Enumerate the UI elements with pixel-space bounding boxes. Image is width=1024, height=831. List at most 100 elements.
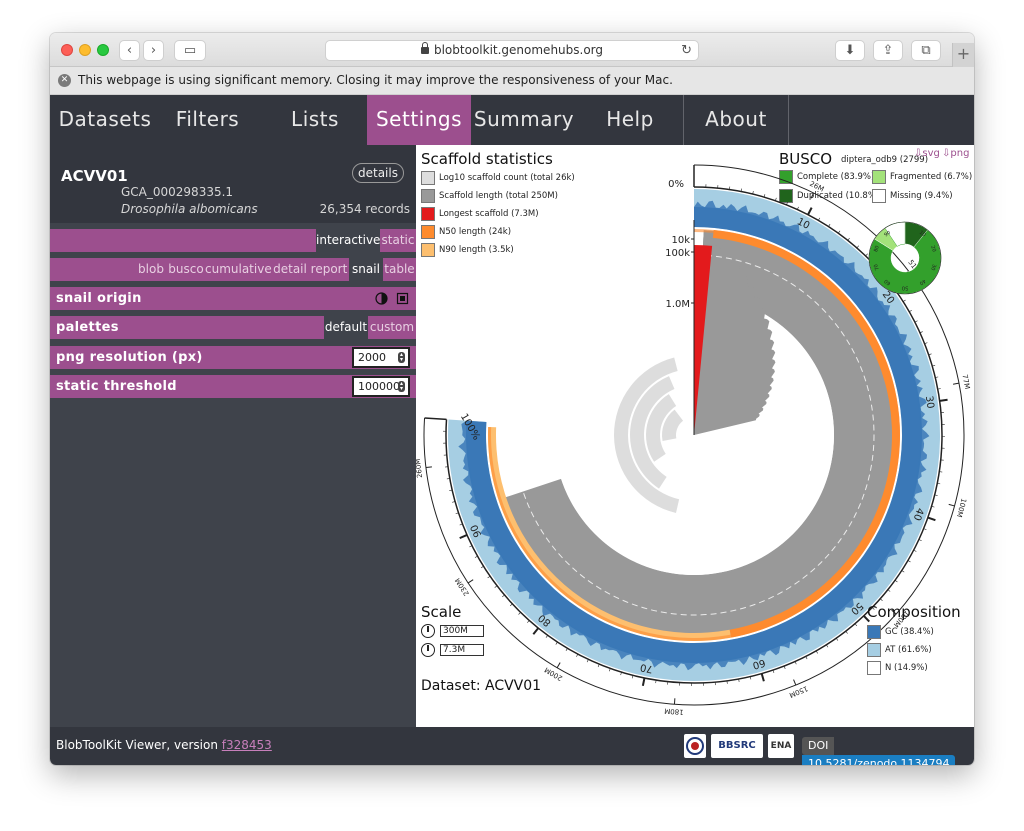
busco-tick-label: 20 [929,245,937,253]
percent-minor-tick [826,644,829,648]
png-resolution-input[interactable]: 2000 ▴ ▾ [352,347,410,368]
busco-tick-label: 60 [883,278,892,287]
university-crest-icon[interactable] [684,734,706,758]
plot-type-report[interactable]: report [310,262,348,276]
percent-minor-tick [527,620,530,623]
plot-type-table[interactable]: table [384,262,415,276]
percent-minor-tick [807,211,810,215]
percent-minor-tick [487,575,491,579]
nav-help[interactable]: Help [606,107,654,131]
percent-minor-tick [934,494,938,496]
percent-minor-tick [937,388,941,390]
nav-lists[interactable]: Lists [291,107,339,131]
nav-filters[interactable]: Filters [175,107,240,131]
percent-minor-tick [786,201,788,205]
square-origin-icon[interactable] [396,292,409,305]
percent-minor-tick [909,309,912,312]
share-icon[interactable]: ⇪ [873,40,903,61]
doi-key: DOI [802,737,835,755]
minimize-window-button[interactable] [79,44,91,56]
settings-sidebar: ACVV01 details GCA_000298335.1 Drosophil… [50,145,416,727]
scaffold-legend-label: Longest scaffold (7.3M) [439,209,539,219]
close-banner-icon[interactable]: ✕ [58,74,71,87]
tabs-icon[interactable]: ⧉ [911,40,941,61]
nav-summary[interactable]: Summary [473,107,575,131]
reload-icon[interactable]: ↻ [681,43,692,58]
percent-minor-tick [928,353,932,356]
scale-longest-box: 7.3M [440,644,484,656]
percent-tick-label: 30 [923,395,936,409]
palette-custom[interactable]: custom [369,320,415,334]
static-threshold-value: 100000 [358,380,400,393]
contrast-icon[interactable] [375,292,388,305]
plot-type-cumulative[interactable]: cumulative [205,262,272,276]
forward-icon[interactable]: › [143,40,164,61]
sidebar-toggle-icon[interactable]: ▭ [174,40,206,61]
footer: BlobToolKit Viewer, version f328453 BBSR… [50,727,974,765]
percent-minor-tick [918,539,922,541]
address-bar[interactable]: blobtoolkit.genomehubs.org ↻ [325,40,699,61]
busco-lineage: diptera_odb9 (2799) [841,155,929,165]
version-link[interactable]: f328453 [221,738,272,752]
scaffold-legend-label: N90 length (3.5k) [439,245,514,255]
view-mode-static[interactable]: static [381,233,415,247]
length-tick [810,192,815,199]
view-mode-interactive[interactable]: interactive [316,229,380,252]
export-png-link[interactable]: ⇩png [942,148,970,159]
plot-type-snail[interactable]: snail [349,258,383,281]
new-tab-icon[interactable]: + [952,43,974,67]
details-button[interactable]: details [352,163,404,183]
length-tick [793,679,797,686]
doi-badge[interactable]: DOI10.5281/zenodo.1134794 [802,737,974,765]
scaffold-stats-title: Scaffold statistics [421,150,553,168]
palette-default[interactable]: default [324,316,368,339]
percent-minor-tick [752,191,754,195]
radial-tick-label: 100k [665,248,690,259]
percent-minor-tick [464,534,468,537]
zoom-window-button[interactable] [97,44,109,56]
scaffold-count-spiral [614,357,680,513]
stepper-icon[interactable]: ▴ ▾ [398,380,405,392]
main-nav: Datasets Filters Lists Settings Summary … [50,95,974,145]
plot-type-detail[interactable]: detail [273,262,307,276]
nav-settings[interactable]: Settings [367,95,471,145]
back-icon[interactable]: ‹ [119,40,140,61]
bbsrc-logo[interactable]: BBSRC [711,734,763,758]
stepper-icon[interactable]: ▴ ▾ [398,351,405,363]
ena-logo[interactable]: ENA [768,734,794,758]
busco-tick-label: 10 [918,230,927,239]
static-threshold-input[interactable]: 100000 ▴ ▾ [352,376,410,397]
plot-type-row: blob busco cumulative detail report snai… [50,258,416,281]
nav-datasets[interactable]: Datasets [58,107,152,131]
length-tick [948,503,955,507]
nav-about[interactable]: About [705,107,767,131]
plot-type-blob[interactable]: blob [138,262,164,276]
dataset-label: Dataset: ACVV01 [421,678,542,694]
download-icon[interactable]: ⬇ [835,40,865,61]
percent-minor-tick [509,603,513,607]
percent-minor-tick [907,560,911,563]
stopwatch-icon [421,643,435,657]
percent-minor-tick [797,206,799,210]
percent-minor-tick [894,580,898,583]
stopwatch-icon [421,624,435,638]
percent-minor-tick [927,517,931,519]
composition-legend-swatch [867,661,881,675]
percent-minor-tick [586,659,589,663]
scaffold-legend-swatch [421,225,435,239]
snail-origin-label: snail origin [56,291,142,306]
export-svg-link[interactable]: ⇩svg [914,148,940,159]
plot-type-busco[interactable]: busco [168,262,204,276]
scaffold-legend-swatch [421,189,435,203]
busco-tick-label: 80 [873,245,881,253]
percent-minor-tick [620,672,622,676]
percent-minor-tick [740,188,742,192]
png-resolution-row: png resolution (px) 2000 ▴ ▾ [50,346,416,369]
busco-tick-label: 90 [883,230,892,239]
composition-legend-swatch [867,643,881,657]
close-window-button[interactable] [61,44,73,56]
length-tick [556,662,561,668]
percent-minor-tick [480,566,484,569]
percent-tick-label: 40 [911,506,926,522]
percent-tick-label: 10 [795,216,811,232]
